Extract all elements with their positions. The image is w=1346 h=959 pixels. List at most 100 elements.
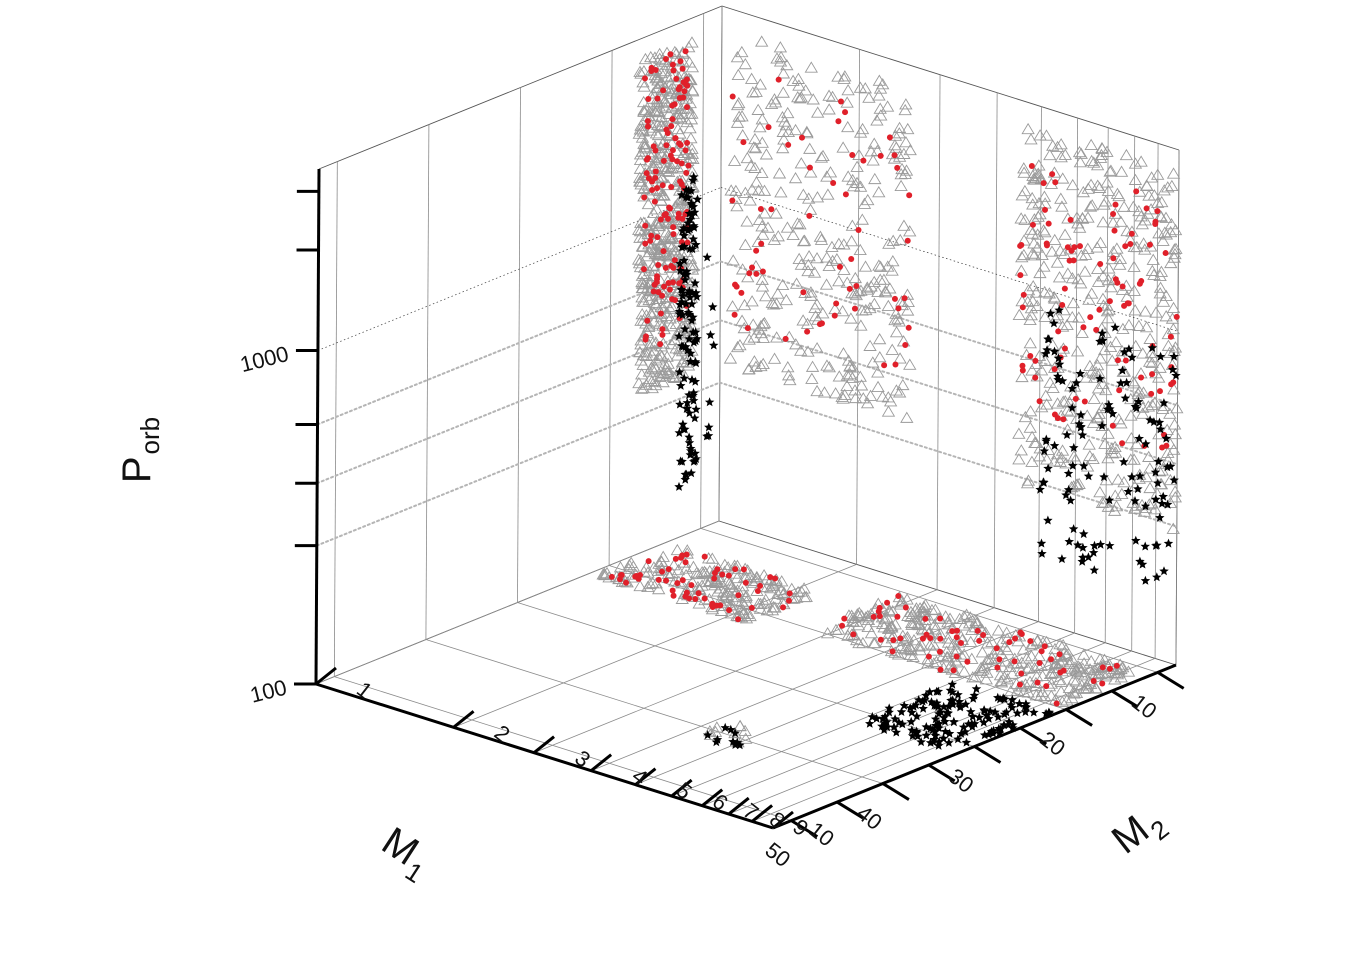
triangle-marker — [854, 379, 869, 391]
x-minor-tick — [1019, 726, 1048, 746]
star-marker — [684, 432, 694, 442]
triangle-marker — [654, 120, 669, 132]
star-marker — [1065, 495, 1076, 505]
triangle-marker — [665, 300, 679, 313]
star-marker — [679, 241, 689, 251]
grid-line-m1-floor — [700, 528, 1158, 673]
triangle-marker — [781, 125, 796, 137]
circle-marker — [671, 257, 678, 264]
star-marker — [993, 692, 1003, 702]
star-marker — [877, 721, 887, 731]
triangle-marker — [1056, 172, 1070, 184]
y-tick — [727, 796, 750, 816]
triangle-marker — [642, 264, 657, 277]
triangle-marker — [729, 567, 743, 579]
star-marker — [1152, 572, 1162, 582]
triangle-marker — [1166, 301, 1181, 313]
star-marker — [1053, 353, 1064, 363]
triangle-marker — [825, 90, 840, 103]
triangle-marker — [1072, 145, 1087, 158]
triangle-marker — [1168, 427, 1183, 440]
triangle-marker — [872, 332, 887, 345]
circle-marker — [649, 186, 656, 193]
triangle-marker — [1099, 195, 1113, 207]
star-marker — [967, 718, 977, 728]
triangle-marker — [670, 197, 685, 209]
triangle-marker — [1096, 292, 1110, 304]
star-marker — [1104, 399, 1114, 409]
triangle-marker — [928, 603, 943, 615]
x-tick — [882, 782, 910, 801]
triangle-marker — [845, 371, 860, 383]
triangle-marker — [792, 79, 806, 91]
triangle-marker — [652, 352, 666, 364]
triangle-marker — [912, 640, 926, 652]
triangle-marker — [1042, 287, 1057, 299]
triangle-marker — [1151, 168, 1165, 180]
circle-marker — [657, 310, 664, 317]
triangle-marker — [1079, 681, 1094, 694]
triangle-marker — [675, 247, 689, 259]
star-marker — [925, 737, 936, 747]
triangle-marker — [740, 151, 754, 164]
triangle-marker — [1136, 347, 1150, 359]
star-marker — [1075, 368, 1085, 378]
circle-marker — [654, 185, 661, 192]
circle-marker — [1067, 216, 1074, 223]
triangle-marker — [1023, 405, 1038, 417]
star-marker — [1083, 552, 1094, 562]
triangle-marker — [1127, 260, 1141, 272]
circle-marker — [669, 147, 676, 154]
circle-marker — [1036, 398, 1043, 405]
star-marker — [1079, 461, 1089, 471]
star-marker — [687, 210, 697, 220]
circle-marker — [655, 576, 662, 583]
star-marker — [940, 716, 950, 726]
triangle-marker — [848, 271, 863, 284]
star-marker — [1037, 548, 1047, 558]
x-axis-title: M1 — [370, 819, 440, 889]
star-marker — [1007, 694, 1017, 704]
circle-marker — [860, 157, 867, 164]
triangle-marker — [874, 109, 888, 121]
triangle-marker — [873, 82, 888, 94]
triangle-marker — [684, 132, 698, 144]
triangle-marker — [1039, 389, 1053, 401]
circle-marker — [654, 234, 661, 241]
triangle-marker — [903, 358, 917, 370]
grid-line-m1-wall — [333, 161, 338, 677]
triangle-marker — [1017, 162, 1031, 174]
triangle-marker — [1020, 476, 1035, 489]
triangle-marker — [1057, 247, 1071, 259]
triangle-marker — [1170, 401, 1184, 414]
triangle-marker — [860, 397, 875, 409]
triangle-marker — [1119, 148, 1134, 161]
x-tick — [1156, 671, 1185, 690]
circle-marker — [659, 568, 666, 575]
circle-marker — [732, 566, 739, 573]
triangle-marker — [1098, 437, 1112, 449]
circle-marker — [672, 555, 679, 562]
circle-marker — [996, 656, 1003, 663]
triangle-marker — [781, 369, 796, 381]
circle-marker — [749, 264, 756, 271]
star-marker — [682, 345, 693, 355]
star-marker — [960, 699, 971, 709]
circle-marker — [623, 579, 630, 586]
triangle-marker — [746, 86, 760, 98]
star-marker — [687, 299, 697, 309]
triangle-marker — [999, 655, 1013, 667]
triangle-marker — [1138, 214, 1152, 226]
triangle-marker — [646, 206, 661, 219]
triangle-marker — [724, 578, 738, 590]
triangle-marker — [1066, 674, 1081, 686]
triangle-marker — [651, 151, 665, 163]
triangle-marker — [1033, 208, 1047, 220]
circle-marker — [964, 658, 971, 665]
triangle-marker — [1114, 215, 1128, 227]
circle-marker — [669, 116, 676, 123]
triangle-marker — [900, 593, 914, 605]
triangle-marker — [901, 609, 915, 621]
circle-marker — [953, 653, 960, 660]
circle-marker — [1076, 243, 1083, 250]
